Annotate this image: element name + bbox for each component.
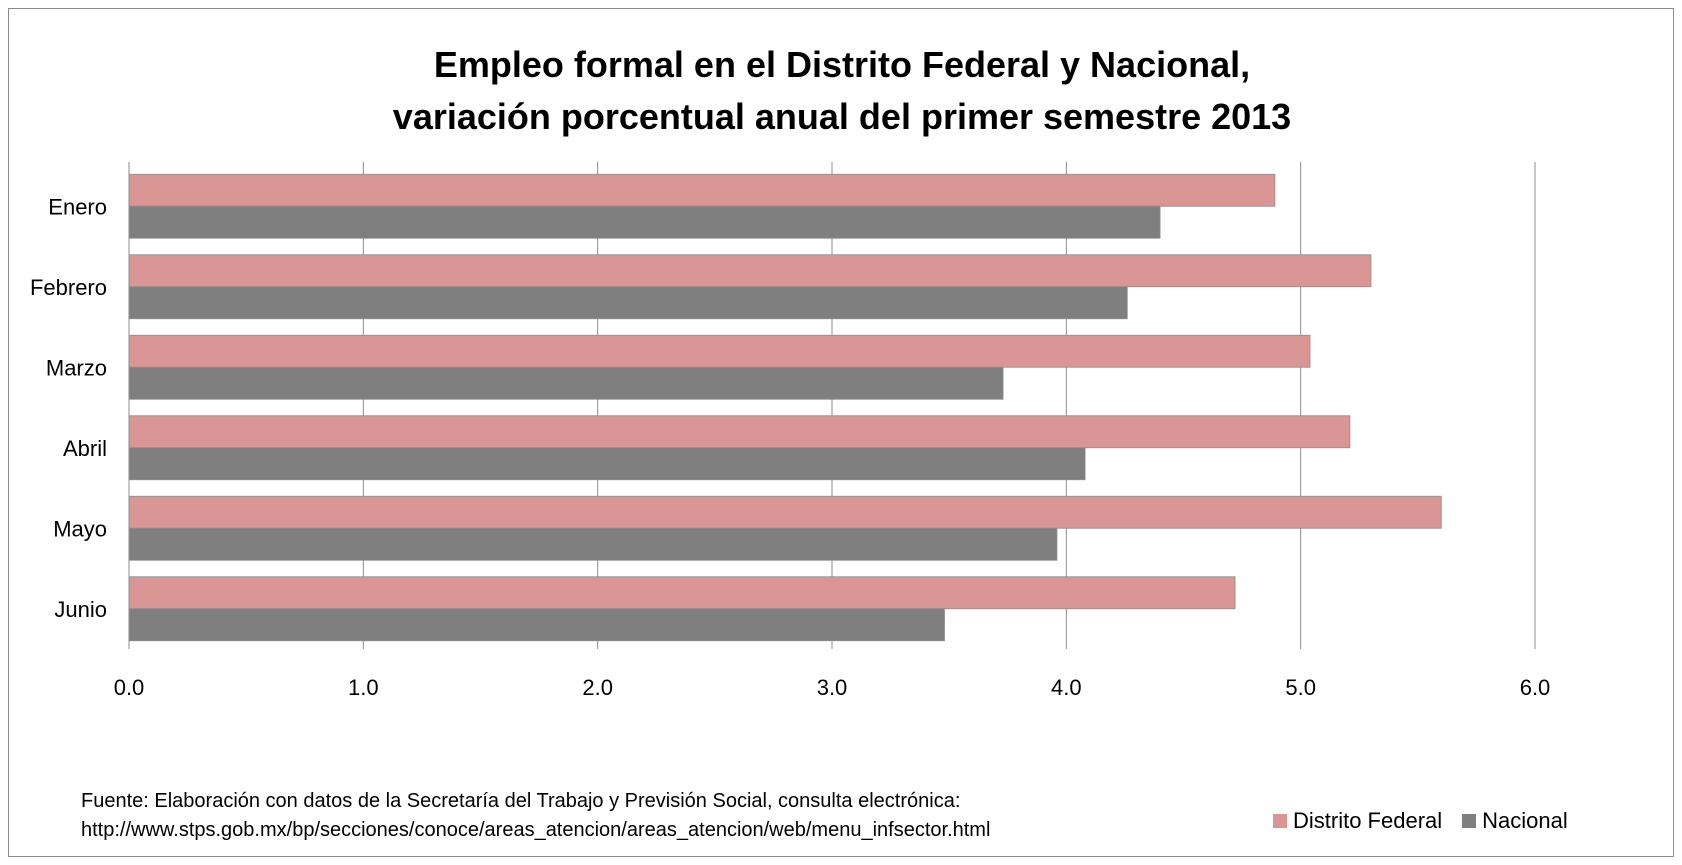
x-tick-label-6: 6.0 [1520, 675, 1551, 700]
bar-nacional-abril [128, 447, 1086, 481]
bar-nacional-marzo [128, 366, 1004, 400]
source-line-1: Fuente: Elaboración con datos de la Secr… [81, 790, 961, 812]
chart-title-line-2: variación porcentual anual del primer se… [392, 96, 1292, 137]
legend-swatch-distrito-federal [1273, 814, 1287, 828]
bar-distrito-federal-mayo [128, 495, 1442, 529]
legend-label-nacional: Nacional [1482, 808, 1568, 833]
bar-nacional-enero [128, 205, 1161, 239]
bar-distrito-federal-enero [128, 173, 1276, 207]
bar-distrito-federal-febrero [128, 254, 1372, 288]
legend: Distrito Federal Nacional [1273, 808, 1568, 834]
bar-chart: 0.0 1.0 2.0 3.0 4.0 5.0 6.0 Enero Febrero Marzo Ab… [30, 162, 1551, 700]
chart-title: Empleo formal en el Distrito Federal y N… [9, 39, 1675, 143]
legend-item-nacional: Nacional [1462, 808, 1568, 834]
x-tick-label-1: 1.0 [348, 675, 379, 700]
bar-distrito-federal-junio [128, 576, 1236, 610]
y-category-label-febrero: Febrero [30, 275, 107, 300]
chart-title-line-1: Empleo formal en el Distrito Federal y N… [433, 44, 1251, 85]
bar-nacional-junio [128, 608, 945, 642]
x-tick-label-5: 5.0 [1285, 675, 1316, 700]
bar-distrito-federal-abril [128, 415, 1351, 449]
y-category-label-enero: Enero [48, 194, 107, 219]
bar-distrito-federal-marzo [128, 334, 1311, 368]
x-tick-label-3: 3.0 [817, 675, 848, 700]
y-category-label-abril: Abril [63, 436, 107, 461]
source-line-2: http://www.stps.gob.mx/bp/secciones/cono… [81, 819, 991, 841]
legend-swatch-nacional [1462, 814, 1477, 828]
x-tick-label-4: 4.0 [1051, 675, 1082, 700]
chart-frame: Empleo formal en el Distrito Federal y N… [8, 8, 1674, 857]
bar-nacional-mayo [128, 527, 1058, 561]
bar-nacional-febrero [128, 286, 1128, 320]
y-category-label-marzo: Marzo [46, 355, 107, 380]
y-category-label-mayo: Mayo [53, 516, 107, 541]
y-category-label-junio: Junio [54, 597, 107, 622]
x-tick-label-2: 2.0 [582, 675, 613, 700]
x-tick-label-0: 0.0 [114, 675, 145, 700]
source-note: Fuente: Elaboración con datos de la Secr… [81, 787, 990, 845]
legend-label-distrito-federal: Distrito Federal [1293, 808, 1443, 833]
legend-item-distrito-federal: Distrito Federal [1273, 808, 1442, 834]
